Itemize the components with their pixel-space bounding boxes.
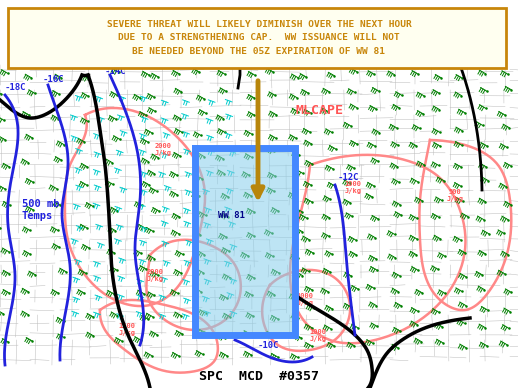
- Text: -18C: -18C: [5, 83, 26, 92]
- Text: 1500
J/kg: 1500 J/kg: [119, 324, 136, 336]
- Text: -16C: -16C: [43, 76, 65, 85]
- Text: -12C: -12C: [338, 173, 359, 182]
- Text: 1000
J/kg: 1000 J/kg: [309, 329, 326, 341]
- Text: 500
J/kg: 500 J/kg: [447, 189, 464, 201]
- Text: WW 81: WW 81: [218, 211, 245, 220]
- Text: SEVERE THREAT WILL LIKELY DIMINISH OVER THE NEXT HOUR
DUE TO A STRENGTHENING CAP: SEVERE THREAT WILL LIKELY DIMINISH OVER …: [107, 20, 411, 56]
- Text: -10C: -10C: [258, 341, 280, 350]
- Text: 1000
J/kg: 1000 J/kg: [296, 293, 313, 307]
- Text: 2000
J/kg: 2000 J/kg: [154, 144, 171, 156]
- Text: SPC  MCD  #0357: SPC MCD #0357: [199, 369, 319, 383]
- Text: 2000
J/kg: 2000 J/kg: [147, 268, 164, 282]
- Polygon shape: [195, 148, 295, 335]
- Bar: [8, 8, 506, 68]
- Text: 500 mb
Temps: 500 mb Temps: [22, 199, 60, 221]
- Text: MLCAPE: MLCAPE: [295, 104, 343, 116]
- Text: 1000
J/kg: 1000 J/kg: [344, 182, 362, 194]
- Text: -14C: -14C: [105, 68, 126, 76]
